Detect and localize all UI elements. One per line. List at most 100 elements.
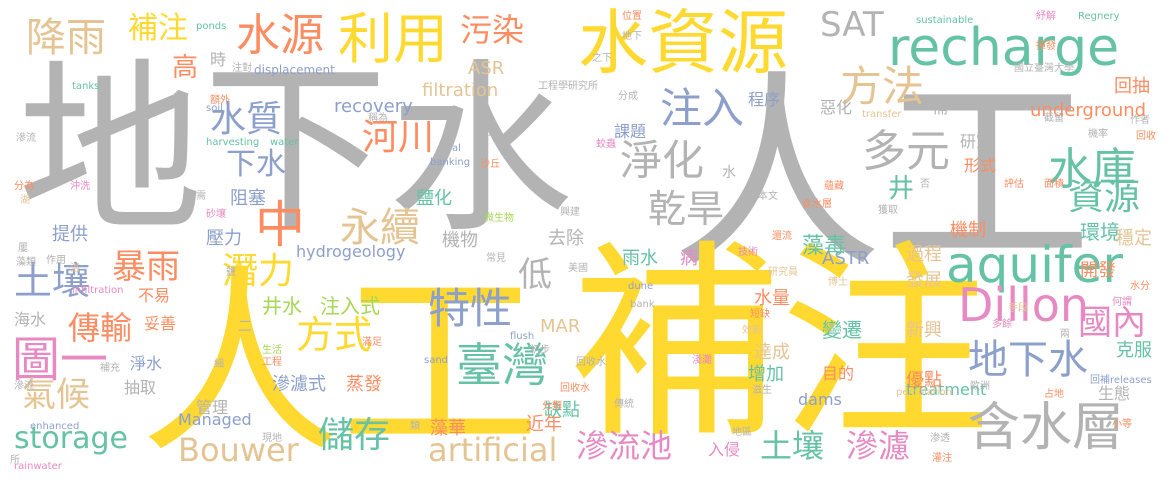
word-artificial: 人工 <box>672 52 1093 297</box>
word-purpose: 目的 <box>822 364 855 383</box>
word-bouwer: Bouwer <box>178 431 299 469</box>
word-tiny-rainwater: rainwater <box>14 461 62 472</box>
word-tiny-seepage: 滲流 <box>16 133 36 144</box>
word-tiny-place: 所 <box>10 455 20 466</box>
word-tiny-replace: 置換 <box>478 127 498 138</box>
word-tiny-backfill: 回補 <box>1090 375 1110 386</box>
word-resources: 資源 <box>1068 177 1141 218</box>
word-underground: underground <box>1030 100 1147 121</box>
word-infiltration-pond: 滲流池 <box>576 427 673 465</box>
word-recharge-small: 補注 <box>128 11 188 46</box>
word-tiny-what-is: 何謂 <box>1112 297 1132 308</box>
word-tiny-releases: releases <box>1110 375 1152 386</box>
word-tiny-occupy: 占地 <box>1044 389 1064 400</box>
word-tiny-bank: bank <box>630 299 655 310</box>
word-emerging: 新興 <box>906 320 942 341</box>
word-tiny-bath: 浴 <box>70 263 80 274</box>
word-change: 變遷 <box>822 318 862 342</box>
word-recent: 近年 <box>526 414 562 435</box>
word-middle: 中 <box>255 196 305 254</box>
word-tiny-ponds: ponds <box>196 21 227 32</box>
word-tiny-regnery: Regnery <box>1078 11 1120 22</box>
word-managed: Managed <box>178 410 252 429</box>
word-tiny-infiltrate: 滲流 <box>14 381 34 392</box>
word-tiny-probability: 機率 <box>1088 129 1108 140</box>
word-groundwater: 地下水 <box>18 42 573 258</box>
word-aquifer: aquifer <box>946 236 1123 294</box>
word-sewer: 下水 <box>226 147 286 182</box>
word-increase: 增加 <box>748 364 784 385</box>
word-mode: 方式 <box>296 313 373 357</box>
word-tiny-small: 小等 <box>1112 419 1132 430</box>
word-filtration: filtration <box>422 80 499 101</box>
word-replenish: 補 <box>932 98 949 117</box>
word-tiny-extra: 額外 <box>210 95 230 106</box>
word-tiny-traditional: 傳統 <box>614 399 634 410</box>
word-tiny-divided: 分成 <box>618 91 638 102</box>
word-artificial-2: 人工 <box>140 248 541 481</box>
word-tiny-harvesting: harvesting <box>206 137 260 148</box>
word-tiny-europe: 歐洲 <box>970 381 990 392</box>
word-disease: 病 <box>680 248 698 269</box>
word-tiny-beneath: 之下 <box>592 53 612 64</box>
word-transport: 傳輸 <box>68 309 133 347</box>
word-injection: 注入 <box>660 84 745 133</box>
word-disadvantage: 缺點 <box>544 400 580 421</box>
word-tiny-reclaimed-2: 回收水 <box>576 357 606 368</box>
word-proper: 妥善 <box>144 314 177 333</box>
word-mar: MAR <box>540 316 581 337</box>
word-tiny-shortage: 短缺 <box>750 309 770 320</box>
word-manage: 管理 <box>196 398 229 417</box>
word-tiny-classify: 分類 <box>542 401 562 412</box>
word-climate: 氣候 <box>22 375 90 415</box>
word-sat: SAT <box>820 5 884 45</box>
word-tiny-recycle: 回收 <box>1136 131 1156 142</box>
word-tiny-two: 兩 <box>1060 329 1070 340</box>
word-drought: 乾旱 <box>648 187 725 231</box>
word-tiny-need: 需 <box>196 191 206 202</box>
word-stable: 穩定 <box>1116 228 1152 249</box>
word-tiny-area: 面積 <box>1044 179 1064 190</box>
word-deteriorate: 惡化 <box>820 98 853 117</box>
word-tiny-underground: 地下 <box>622 31 642 42</box>
word-storm: 暴雨 <box>112 247 180 287</box>
word-water-quality: 水質 <box>210 99 283 140</box>
word-extract: 抽取 <box>124 378 157 397</box>
word-algal-bloom: 藻華 <box>430 418 466 439</box>
word-salinization: 鹽化 <box>416 188 452 209</box>
word-tiny-this-paper: 本文 <box>758 191 778 202</box>
word-tiny-aquifer: 含水層 <box>802 199 832 210</box>
word-ecology: 生態 <box>1098 384 1131 403</box>
word-pressure: 壓力 <box>206 228 242 249</box>
word-treatment: treatment <box>906 380 987 399</box>
word-evaporate: 蒸發 <box>346 374 382 395</box>
word-diverse: 多元 <box>862 126 950 177</box>
word-tiny-permeate: 渗透 <box>930 433 950 444</box>
word-mechanism: 機制 <box>950 220 986 241</box>
word-asr: ASR <box>468 58 505 79</box>
word-astr: ASTR <box>822 248 870 269</box>
word-tiny-repeat: 屢 <box>18 243 28 254</box>
word-utilize: 利用 <box>338 7 449 71</box>
word-high: 高 <box>172 53 199 83</box>
word-tiny-salt: 鹽 <box>226 267 236 278</box>
word-tiny-relieve: 紓解 <box>1036 11 1056 22</box>
word-tiny-percolation: percolation <box>896 387 953 398</box>
word-tiny-region: 地區 <box>732 427 752 438</box>
word-clean-water: 淨水 <box>130 354 163 373</box>
word-taiwan: 臺灣 <box>456 338 548 392</box>
word-tiny-inject: 灌注 <box>932 453 952 464</box>
word-tiny-in-situ: 現地 <box>262 433 282 444</box>
word-well-water: 井水 <box>262 294 302 318</box>
word-sustainable: 永續 <box>340 205 420 251</box>
word-algal-toxin: 藻毒 <box>802 234 847 259</box>
word-tiny-dune: dune <box>628 281 654 292</box>
word-dillon: Dillon <box>958 278 1090 332</box>
word-soil-2: 土壤 <box>760 427 825 465</box>
word-tiny-daily: 生活 <box>262 345 282 356</box>
word-river: 河川 <box>362 117 435 158</box>
word-tiny-mosquito: 蛟蟲 <box>596 139 616 150</box>
word-water-resources: 水資源 <box>578 2 788 84</box>
word-tiny-sand-dune: 沙丘 <box>480 159 500 170</box>
word-recovery: recovery <box>334 96 413 117</box>
